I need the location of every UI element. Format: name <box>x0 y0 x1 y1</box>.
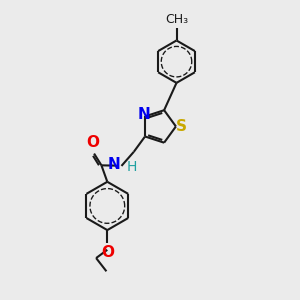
Text: S: S <box>176 119 186 134</box>
Text: CH₃: CH₃ <box>165 13 188 26</box>
Text: O: O <box>101 245 114 260</box>
Text: H: H <box>126 160 136 174</box>
Text: N: N <box>137 106 150 122</box>
Text: O: O <box>86 135 99 150</box>
Text: N: N <box>107 157 120 172</box>
